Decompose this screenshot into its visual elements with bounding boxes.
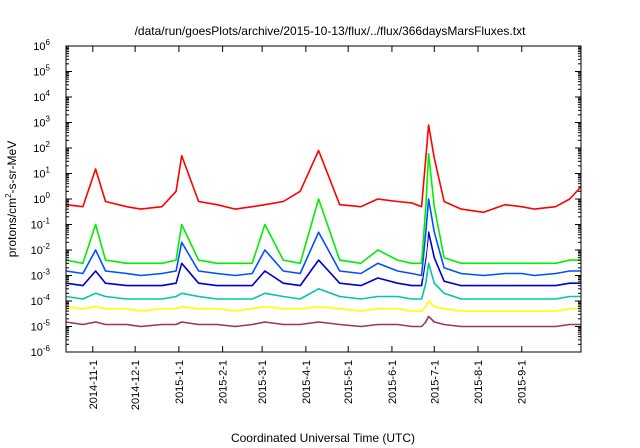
y-tick-label: 103 (33, 115, 50, 130)
y-tick-label: 10-3 (31, 268, 51, 283)
series-line (65, 152, 581, 265)
y-tick-label: 10-4 (31, 293, 51, 308)
y-tick-label: 10-5 (31, 319, 51, 334)
y-tick-label: 10-6 (31, 344, 51, 359)
x-axis: 2014-11-1 2014-12-1 2015-1-1 2015-2-1 2015-3… (88, 46, 529, 410)
x-tick-label: 2015-1-1 (174, 360, 186, 404)
x-tick-label: 2015-8-1 (473, 360, 485, 404)
y-axis: 10-6 10-5 10-4 10-3 10-2 10-1 100 101 102 103 104 1… (31, 38, 581, 359)
series-line (65, 300, 581, 312)
series-line (65, 216, 581, 279)
x-tick-label: 2015-5-1 (343, 360, 355, 404)
plot-frame (65, 45, 582, 353)
x-tick-label: 2014-12-1 (130, 360, 142, 410)
y-tick-label: 106 (33, 38, 50, 53)
x-axis-label: Coordinated Universal Time (UTC) (231, 431, 415, 445)
x-tick-label: 2015-7-1 (429, 360, 441, 404)
y-tick-label: 10-1 (31, 217, 51, 232)
x-tick-label: 2015-6-1 (387, 360, 399, 404)
y-tick-label: 10-2 (31, 242, 51, 257)
series-line (65, 124, 582, 214)
plot-lines (65, 124, 582, 328)
y-tick-label: 100 (33, 191, 50, 206)
x-tick-label: 2015-9-1 (517, 360, 529, 404)
x-tick-label: 2015-2-1 (218, 360, 230, 404)
y-tick-label: 101 (33, 166, 50, 181)
chart-title: /data/run/goesPlots/archive/2015-10-13/f… (135, 24, 527, 38)
y-tick-label: 104 (33, 89, 50, 104)
series-line (65, 231, 581, 287)
y-tick-label: 105 (33, 64, 50, 79)
y-axis-label: protons/cm2-s-sr-MeV (4, 141, 19, 257)
x-tick-label: 2015-3-1 (257, 360, 269, 404)
series-line (65, 198, 581, 277)
series-line (65, 262, 581, 300)
y-tick-label: 102 (33, 140, 50, 155)
x-tick-label: 2014-11-1 (88, 360, 100, 409)
x-tick-label: 2015-4-1 (301, 360, 313, 404)
series-line (65, 315, 581, 328)
